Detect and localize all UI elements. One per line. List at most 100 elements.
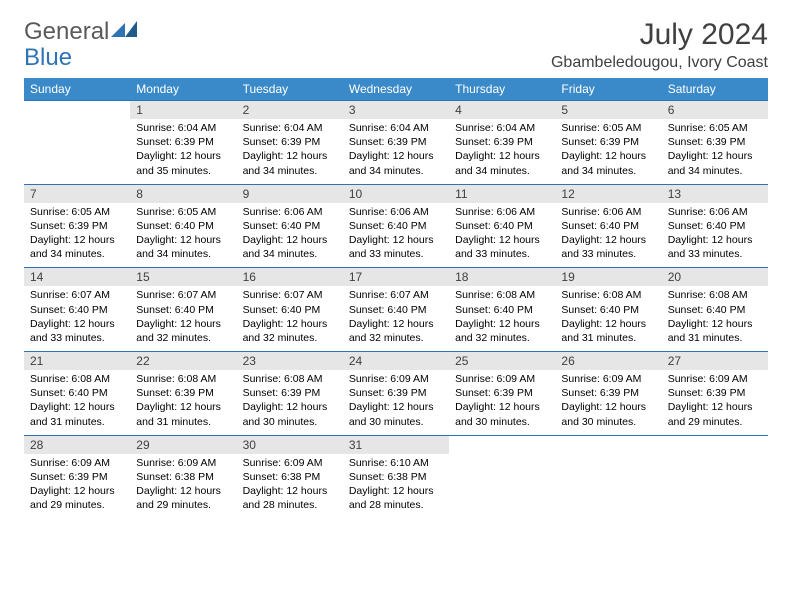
sunrise-text: Sunrise: 6:05 AM [668,121,762,135]
sunrise-text: Sunrise: 6:09 AM [561,372,655,386]
brand-logo: General [24,18,139,46]
sunset-text: Sunset: 6:39 PM [668,135,762,149]
day-number: 30 [237,435,343,454]
daynum-row: 14151617181920 [24,268,768,287]
day-number: 26 [555,352,661,371]
sunrise-text: Sunrise: 6:08 AM [561,288,655,302]
sunset-text: Sunset: 6:39 PM [455,135,549,149]
sunrise-text: Sunrise: 6:09 AM [455,372,549,386]
day-cell: Sunrise: 6:05 AMSunset: 6:39 PMDaylight:… [555,119,661,184]
day-number: 21 [24,352,130,371]
day-content-row: Sunrise: 6:09 AMSunset: 6:39 PMDaylight:… [24,454,768,519]
sunrise-text: Sunrise: 6:09 AM [136,456,230,470]
day-number: 18 [449,268,555,287]
daylight-text: Daylight: 12 hours [30,400,124,414]
daylight-text: Daylight: 12 hours [668,400,762,414]
sunrise-text: Sunrise: 6:08 AM [455,288,549,302]
sunset-text: Sunset: 6:40 PM [30,386,124,400]
day-cell: Sunrise: 6:05 AMSunset: 6:39 PMDaylight:… [24,203,130,268]
daylight-text-2: and 30 minutes. [243,415,337,429]
sunrise-text: Sunrise: 6:08 AM [668,288,762,302]
sunset-text: Sunset: 6:40 PM [455,303,549,317]
sunrise-text: Sunrise: 6:05 AM [561,121,655,135]
daylight-text: Daylight: 12 hours [243,484,337,498]
day-cell: Sunrise: 6:05 AMSunset: 6:39 PMDaylight:… [662,119,768,184]
calendar-table: Sunday Monday Tuesday Wednesday Thursday… [24,78,768,518]
day-cell: Sunrise: 6:06 AMSunset: 6:40 PMDaylight:… [343,203,449,268]
sunrise-text: Sunrise: 6:07 AM [243,288,337,302]
daylight-text-2: and 31 minutes. [136,415,230,429]
day-number: 6 [662,101,768,120]
day-cell: Sunrise: 6:05 AMSunset: 6:40 PMDaylight:… [130,203,236,268]
daylight-text-2: and 28 minutes. [243,498,337,512]
daylight-text-2: and 29 minutes. [136,498,230,512]
sunset-text: Sunset: 6:39 PM [136,386,230,400]
sunrise-text: Sunrise: 6:05 AM [30,205,124,219]
daylight-text: Daylight: 12 hours [349,149,443,163]
daylight-text: Daylight: 12 hours [30,233,124,247]
day-number: 3 [343,101,449,120]
daylight-text: Daylight: 12 hours [243,149,337,163]
sunset-text: Sunset: 6:40 PM [136,303,230,317]
day-number: 13 [662,184,768,203]
daylight-text-2: and 29 minutes. [30,498,124,512]
day-number: 22 [130,352,236,371]
daylight-text-2: and 32 minutes. [243,331,337,345]
day-content-row: Sunrise: 6:07 AMSunset: 6:40 PMDaylight:… [24,286,768,351]
daylight-text: Daylight: 12 hours [455,233,549,247]
day-content-row: Sunrise: 6:05 AMSunset: 6:39 PMDaylight:… [24,203,768,268]
day-cell [449,454,555,519]
day-cell: Sunrise: 6:07 AMSunset: 6:40 PMDaylight:… [343,286,449,351]
day-number: 14 [24,268,130,287]
daylight-text-2: and 34 minutes. [243,164,337,178]
day-content-row: Sunrise: 6:08 AMSunset: 6:40 PMDaylight:… [24,370,768,435]
sunset-text: Sunset: 6:40 PM [561,303,655,317]
daylight-text: Daylight: 12 hours [136,233,230,247]
day-number: 8 [130,184,236,203]
day-number: 20 [662,268,768,287]
day-number: 25 [449,352,555,371]
day-number: 29 [130,435,236,454]
day-number: 19 [555,268,661,287]
sunset-text: Sunset: 6:39 PM [30,219,124,233]
daylight-text-2: and 31 minutes. [668,331,762,345]
daylight-text: Daylight: 12 hours [136,317,230,331]
day-cell: Sunrise: 6:10 AMSunset: 6:38 PMDaylight:… [343,454,449,519]
daylight-text: Daylight: 12 hours [561,400,655,414]
sunrise-text: Sunrise: 6:06 AM [455,205,549,219]
day-cell: Sunrise: 6:06 AMSunset: 6:40 PMDaylight:… [237,203,343,268]
daylight-text-2: and 29 minutes. [668,415,762,429]
sunset-text: Sunset: 6:40 PM [243,303,337,317]
day-cell: Sunrise: 6:08 AMSunset: 6:40 PMDaylight:… [662,286,768,351]
weekday-header-row: Sunday Monday Tuesday Wednesday Thursday… [24,78,768,101]
day-cell [662,454,768,519]
day-cell: Sunrise: 6:09 AMSunset: 6:39 PMDaylight:… [449,370,555,435]
weekday-header: Saturday [662,78,768,101]
daylight-text: Daylight: 12 hours [349,400,443,414]
day-number: 28 [24,435,130,454]
sunrise-text: Sunrise: 6:07 AM [136,288,230,302]
daylight-text-2: and 34 minutes. [136,247,230,261]
day-cell: Sunrise: 6:08 AMSunset: 6:39 PMDaylight:… [237,370,343,435]
day-cell [555,454,661,519]
daylight-text-2: and 28 minutes. [349,498,443,512]
sunset-text: Sunset: 6:39 PM [243,135,337,149]
daylight-text-2: and 32 minutes. [136,331,230,345]
day-number: 10 [343,184,449,203]
brand-part1: General [24,18,109,46]
sunrise-text: Sunrise: 6:04 AM [243,121,337,135]
sunset-text: Sunset: 6:40 PM [243,219,337,233]
day-number: 9 [237,184,343,203]
daylight-text: Daylight: 12 hours [243,233,337,247]
sunset-text: Sunset: 6:39 PM [243,386,337,400]
sunrise-text: Sunrise: 6:07 AM [30,288,124,302]
daynum-row: 123456 [24,101,768,120]
daylight-text-2: and 34 minutes. [30,247,124,261]
day-cell: Sunrise: 6:09 AMSunset: 6:39 PMDaylight:… [343,370,449,435]
sunrise-text: Sunrise: 6:06 AM [349,205,443,219]
day-number: 15 [130,268,236,287]
daylight-text: Daylight: 12 hours [668,317,762,331]
sunrise-text: Sunrise: 6:06 AM [668,205,762,219]
daylight-text: Daylight: 12 hours [349,233,443,247]
daylight-text: Daylight: 12 hours [668,149,762,163]
